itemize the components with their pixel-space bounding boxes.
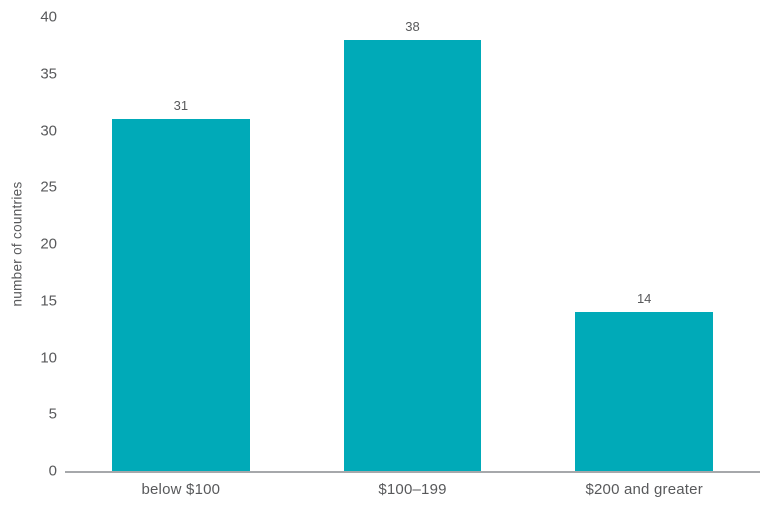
y-tick-label: 5 bbox=[48, 405, 57, 423]
y-tick-label: 25 bbox=[40, 178, 57, 196]
y-tick-label: 0 bbox=[48, 462, 57, 480]
y-tick-label: 15 bbox=[40, 292, 57, 310]
x-axis-labels: below $100 $100–199 $200 and greater bbox=[65, 481, 760, 499]
x-tick-label: $100–199 bbox=[378, 481, 447, 498]
bar-value-label: 38 bbox=[405, 18, 420, 34]
x-tick-label: below $100 bbox=[141, 481, 221, 498]
bar-slot: 38 bbox=[297, 17, 529, 471]
bar-slot: 14 bbox=[528, 17, 760, 471]
plot-area: 31 38 14 bbox=[65, 17, 760, 471]
y-tick-label: 35 bbox=[40, 65, 57, 83]
y-axis: 0 5 10 15 20 25 30 35 40 bbox=[0, 10, 57, 479]
y-tick-label: 20 bbox=[40, 235, 57, 253]
bar: 38 bbox=[343, 19, 482, 471]
y-tick-label: 30 bbox=[40, 122, 57, 139]
x-axis-line bbox=[65, 471, 760, 473]
bar: 31 bbox=[111, 98, 250, 471]
bar-value-label: 14 bbox=[636, 291, 652, 307]
y-tick-label: 40 bbox=[40, 8, 57, 26]
x-tick-label: $200 and greater bbox=[585, 481, 703, 498]
y-tick-label: 10 bbox=[40, 349, 57, 366]
bar-value-label: 31 bbox=[173, 98, 189, 114]
bar: 14 bbox=[575, 291, 714, 471]
bar-slot: 31 bbox=[65, 17, 297, 471]
